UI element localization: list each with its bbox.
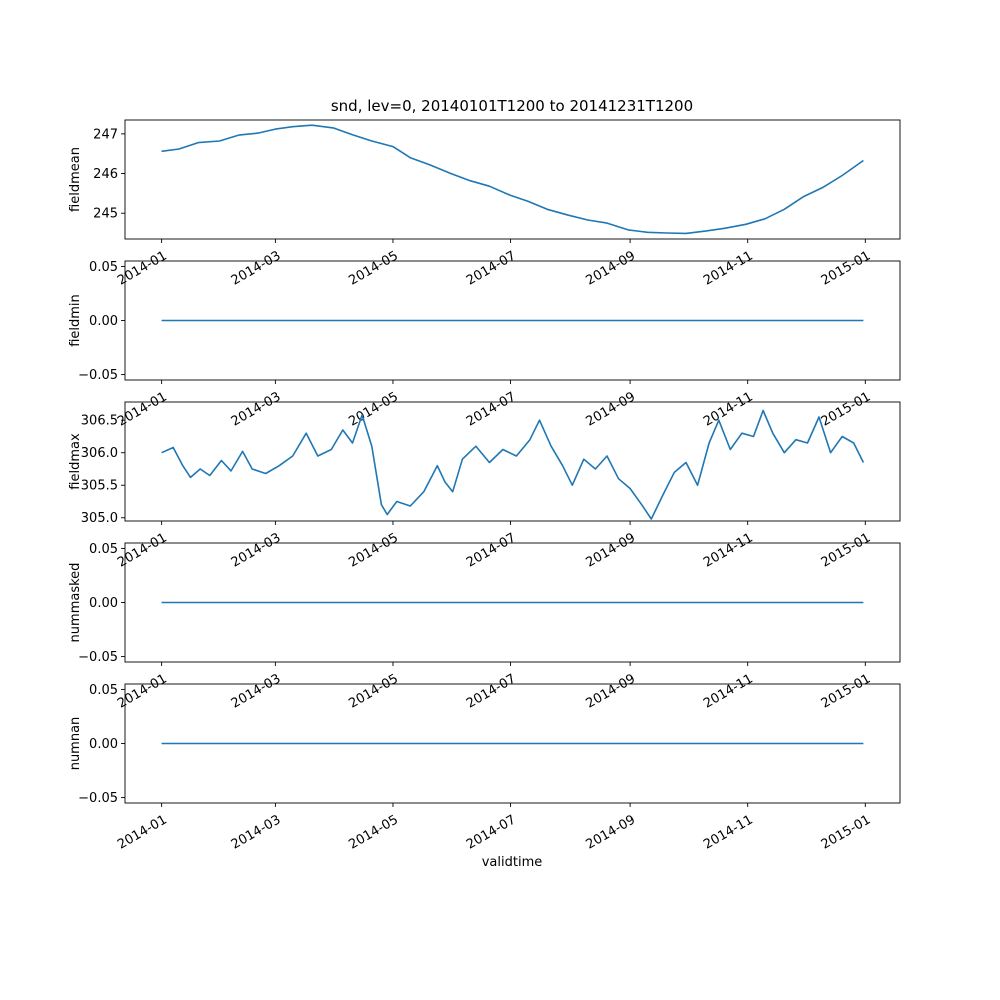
subplot-fieldmean: 245 246 247 2014-01 2014-03 2014-05 2014-07 201… [68,119,901,289]
y-tick-label: 247 [93,127,118,142]
x-tick-label: 2014-11 [701,530,756,570]
y-tick-label: 305.0 [81,511,118,526]
subplots: 245 246 247 2014-01 2014-03 2014-05 2014-07 201… [68,119,901,853]
x-tick-label: 2015-01 [819,530,874,570]
x-tick-label: 2014-11 [701,812,756,852]
x-tick-label: 2014-07 [464,671,519,711]
x-tick-label: 2014-05 [346,530,401,570]
x-tick-label: 2014-09 [584,248,639,288]
y-tick-label: 246 [93,167,118,182]
x-tick-label: 2014-03 [229,389,284,429]
y-tick-label: −0.05 [78,791,118,806]
y-tick-label: 0.05 [89,683,118,698]
x-tick-label: 2014-05 [346,389,401,429]
subplot-fieldmax: 305.0 305.5 306.0 306.5 2014-01 2014-03 2014-0… [68,401,901,571]
x-tick-label: 2014-03 [229,530,284,570]
x-tick-label: 2014-03 [229,248,284,288]
y-tick-label: −0.05 [78,650,118,665]
x-tick-label: 2015-01 [819,671,874,711]
y-tick-label: 306.0 [81,446,118,461]
subplot-numnan: −0.05 0.00 0.05 2014-01 2014-03 2014-05 2014-0… [68,683,901,853]
x-tick-label: 2014-09 [584,530,639,570]
y-tick-label: 0.00 [89,737,118,752]
x-tick-label: 2014-11 [701,248,756,288]
series-line-fieldmax [161,409,865,520]
chart-title: snd, lev=0, 20140101T1200 to 20141231T12… [331,97,693,115]
y-axis-label: fieldmean [68,147,83,212]
x-tick-label: 2014-09 [584,389,639,429]
x-tick-label: 2014-05 [346,812,401,852]
x-tick-label: 2014-01 [115,248,170,288]
x-tick-label: 2014-05 [346,671,401,711]
y-axis-label: numnan [68,717,83,771]
x-tick-label: 2014-07 [464,812,519,852]
x-tick-label: 2014-01 [115,671,170,711]
y-tick-label: 306.5 [81,414,118,429]
y-tick-label: 0.00 [89,596,118,611]
y-tick-label: 0.05 [89,260,118,275]
x-tick-label: 2014-09 [584,671,639,711]
x-tick-label: 2014-05 [346,248,401,288]
x-tick-label: 2014-07 [464,389,519,429]
y-axis-label: fieldmax [68,433,83,490]
y-tick-label: 0.05 [89,542,118,557]
x-tick-label: 2014-07 [464,530,519,570]
x-tick-label: 2015-01 [819,812,874,852]
x-tick-label: 2014-01 [115,530,170,570]
x-tick-label: 2014-09 [584,812,639,852]
y-axis-label: fieldmin [68,294,83,347]
y-tick-label: 0.00 [89,314,118,329]
x-tick-label: 2014-07 [464,248,519,288]
x-tick-label: 2015-01 [819,248,874,288]
x-axis-label: validtime [482,855,543,870]
axes-frame [124,401,901,522]
x-tick-label: 2014-03 [229,812,284,852]
y-axis-label: nummasked [68,563,83,643]
subplot-fieldmin: −0.05 0.00 0.05 2014-01 2014-03 2014-05 2014-0… [68,260,901,430]
series-line-fieldmean [161,124,864,235]
x-tick-label: 2014-11 [701,389,756,429]
x-tick-label: 2014-11 [701,671,756,711]
x-tick-label: 2015-01 [819,389,874,429]
y-tick-label: 245 [93,207,118,222]
y-tick-label: 305.5 [81,479,118,494]
y-tick-label: −0.05 [78,368,118,383]
x-tick-label: 2014-03 [229,671,284,711]
x-tick-label: 2014-01 [115,389,170,429]
axes-frame [124,119,901,240]
x-tick-label: 2014-01 [115,812,170,852]
